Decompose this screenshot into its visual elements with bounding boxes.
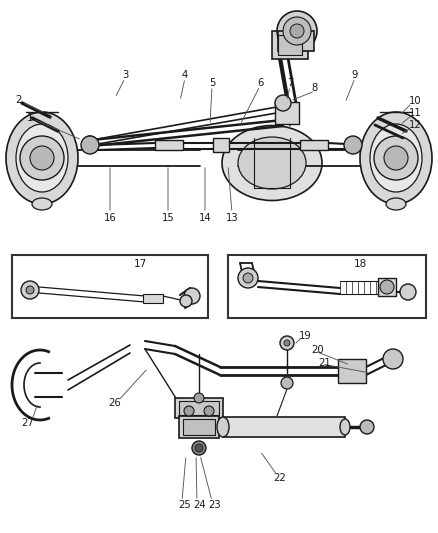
Text: 19: 19 [299,331,311,341]
Ellipse shape [238,137,306,189]
Circle shape [384,146,408,170]
Text: 21: 21 [318,358,332,368]
Circle shape [83,136,97,150]
Ellipse shape [217,417,229,437]
Text: 24: 24 [194,500,206,510]
Bar [278,35,302,55]
Bar [378,278,396,296]
Ellipse shape [386,198,406,210]
Bar [12,255,208,318]
Text: 18: 18 [353,259,367,269]
Text: 10: 10 [409,96,421,106]
Circle shape [374,136,418,180]
Circle shape [180,295,192,307]
Circle shape [238,268,258,288]
Circle shape [400,284,416,300]
Ellipse shape [222,125,322,200]
Ellipse shape [6,112,78,204]
Circle shape [194,393,204,403]
Circle shape [283,17,311,45]
Circle shape [360,420,374,434]
Bar [179,416,219,438]
Bar [275,102,299,124]
Circle shape [344,136,362,154]
Circle shape [184,406,194,416]
Text: 15: 15 [162,213,174,223]
Text: 16: 16 [104,213,117,223]
Circle shape [281,377,293,389]
Text: 6: 6 [257,78,263,88]
Bar [213,138,229,152]
Ellipse shape [16,124,68,192]
Text: 27: 27 [21,418,34,428]
Circle shape [346,138,360,152]
Text: 3: 3 [122,70,128,80]
Circle shape [383,349,403,369]
Circle shape [290,24,304,38]
Circle shape [204,406,214,416]
Circle shape [277,11,317,51]
Text: 22: 22 [274,473,286,483]
Text: 12: 12 [409,120,421,130]
Circle shape [192,441,206,455]
Bar [143,294,163,303]
Ellipse shape [340,419,350,435]
Circle shape [26,286,34,294]
Bar [300,140,328,150]
Text: 23: 23 [208,500,221,510]
Text: 8: 8 [312,83,318,93]
Bar [338,359,366,383]
Ellipse shape [370,124,422,192]
Bar [228,255,426,318]
Text: 26: 26 [109,398,121,408]
Circle shape [243,273,253,283]
Circle shape [280,336,294,350]
Text: 4: 4 [182,70,188,80]
Ellipse shape [360,112,432,204]
Bar [183,419,215,435]
Text: 1: 1 [27,113,33,123]
Text: 2: 2 [15,95,21,105]
Circle shape [81,136,99,154]
Text: 9: 9 [352,70,358,80]
Circle shape [21,281,39,299]
Text: 14: 14 [199,213,211,223]
Circle shape [30,146,54,170]
Circle shape [195,444,203,452]
Bar [272,31,308,59]
Text: 25: 25 [179,500,191,510]
Circle shape [20,136,64,180]
Text: 11: 11 [409,108,421,118]
Circle shape [275,95,291,111]
Text: 7: 7 [287,78,293,88]
Circle shape [380,280,394,294]
Ellipse shape [32,198,52,210]
Text: 13: 13 [226,213,238,223]
Text: 20: 20 [312,345,324,355]
Bar [223,417,345,437]
Circle shape [284,340,290,346]
Bar [175,398,223,418]
Bar [179,401,219,415]
Text: 5: 5 [209,78,215,88]
Bar [155,140,183,150]
Bar [278,31,314,51]
Text: 17: 17 [134,259,147,269]
Circle shape [184,288,200,304]
